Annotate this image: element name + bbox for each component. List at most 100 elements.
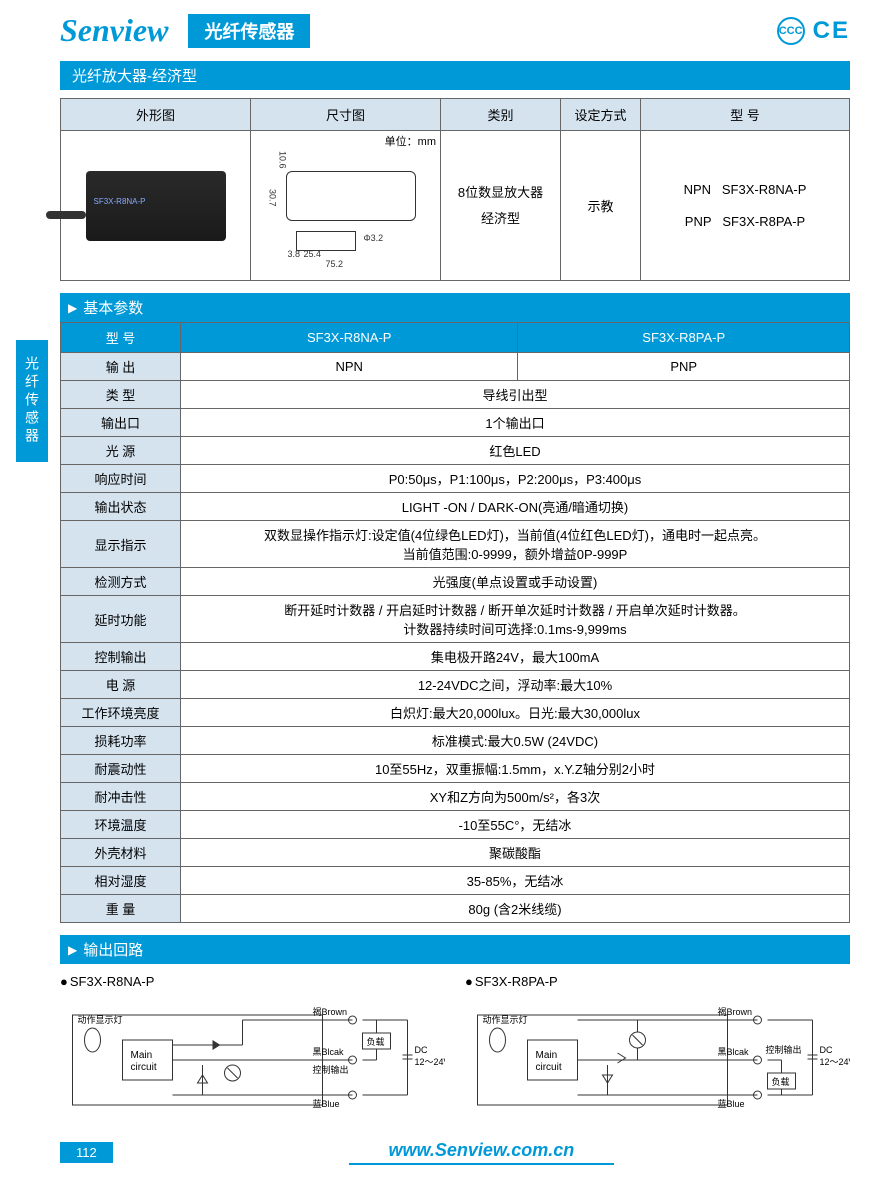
spec-label: 损耗功率 [61,727,181,755]
spec-label: 耐震动性 [61,755,181,783]
spec-value: 断开延时计数器 / 开启延时计数器 / 断开单次延时计数器 / 开启单次延时计数… [181,596,850,643]
page-header: Senview 光纤传感器 CCC CE [0,0,880,57]
circuit-section-title: 输出回路 [60,935,850,964]
spec-label: 显示指示 [61,521,181,568]
col-header: 尺寸图 [251,99,441,131]
spec-row: 响应时间P0:50μs，P1:100μs，P2:200μs，P3:400μs [61,465,850,493]
circuit-title: SF3X-R8NA-P [60,974,445,989]
spec-value: 双数显操作指示灯:设定值(4位绿色LED灯)，当前值(4位红色LED灯)，通电时… [181,521,850,568]
spec-label: 控制输出 [61,643,181,671]
spec-value: P0:50μs，P1:100μs，P2:200μs，P3:400μs [181,465,850,493]
spec-value: 白炽灯:最大20,000lux。日光:最大30,000lux [181,699,850,727]
svg-text:12～24V: 12～24V [415,1057,446,1067]
spec-row: 检测方式光强度(单点设置或手动设置) [61,568,850,596]
side-tab: 光纤传感器 [16,340,48,462]
svg-text:circuit: circuit [536,1062,562,1073]
product-photo: SF3X-R8NA-P [86,171,226,241]
header-title: 光纤传感器 [188,14,310,48]
spec-row: 相对湿度35-85%，无结冰 [61,867,850,895]
spec-label: 输出状态 [61,493,181,521]
svg-text:负载: 负载 [367,1036,385,1047]
spec-label: 光 源 [61,437,181,465]
subtitle: 光纤放大器-经济型 [60,61,850,90]
model-cell: NPN SF3X-R8NA-P PNP SF3X-R8PA-P [641,131,850,281]
spec-row: 光 源红色LED [61,437,850,465]
spec-label: 类 型 [61,381,181,409]
svg-text:Main: Main [131,1050,153,1061]
cert-icons: CCC CE [777,17,850,45]
svg-text:控制输出: 控制输出 [313,1064,349,1075]
svg-text:动作显示灯: 动作显示灯 [483,1014,528,1025]
spec-label: 耐冲击性 [61,783,181,811]
spec-value: 35-85%，无结冰 [181,867,850,895]
spec-section-title: 基本参数 [60,293,850,322]
circuit-pnp: SF3X-R8PA-P Maincircuit 动作显示灯 褐Brown 黑Bl… [465,974,850,1120]
spec-row: 工作环境亮度白炽灯:最大20,000lux。日光:最大30,000lux [61,699,850,727]
spec-value: 标准模式:最大0.5W (24VDC) [181,727,850,755]
spec-table: 型 号 SF3X-R8NA-P SF3X-R8PA-P 输 出NPNPNP类 型… [60,322,850,923]
svg-text:黑Blcak: 黑Blcak [313,1047,345,1057]
spec-row: 损耗功率标准模式:最大0.5W (24VDC) [61,727,850,755]
spec-value: 光强度(单点设置或手动设置) [181,568,850,596]
spec-label: 相对湿度 [61,867,181,895]
spec-label: 重 量 [61,895,181,923]
spec-row: 输出口1个输出口 [61,409,850,437]
svg-text:Main: Main [536,1050,558,1061]
svg-text:蓝Blue: 蓝Blue [313,1098,340,1109]
ccc-icon: CCC [777,17,805,45]
table-header-row: 外形图 尺寸图 类别 设定方式 型 号 [61,99,850,131]
svg-text:蓝Blue: 蓝Blue [718,1098,745,1109]
circuit-diagram-pnp: Maincircuit 动作显示灯 褐Brown 黑Blcak控制输出 蓝Blu… [465,995,850,1115]
svg-text:负载: 负载 [772,1076,790,1087]
spec-value: 12-24VDC之间，浮动率:最大10% [181,671,850,699]
circuits-row: SF3X-R8NA-P Maincircuit 动作显示灯 褐Brown 黑Bl… [60,974,850,1120]
circuit-diagram-npn: Maincircuit 动作显示灯 褐Brown 黑Blcak 控制输出 蓝Bl… [60,995,445,1115]
circuit-title: SF3X-R8PA-P [465,974,850,989]
spec-row: 重 量80g (含2米线缆) [61,895,850,923]
footer-url: www.Senview.com.cn [349,1140,615,1165]
spec-value: 导线引出型 [181,381,850,409]
svg-text:黑Blcak: 黑Blcak [718,1047,750,1057]
category-cell: 8位数显放大器 经济型 [441,131,561,281]
spec-row: 电 源12-24VDC之间，浮动率:最大10% [61,671,850,699]
spec-label: 电 源 [61,671,181,699]
spec-label: 型 号 [61,323,181,353]
spec-label: 输 出 [61,353,181,381]
spec-value: 1个输出口 [181,409,850,437]
svg-text:circuit: circuit [131,1062,157,1073]
col-header: 型 号 [641,99,850,131]
svg-text:褐Brown: 褐Brown [313,1007,348,1017]
dimension-drawing: 75.2 25.4 3.8 30.7 10.6 Φ3.2 [266,141,426,271]
spec-row: 外壳材料聚碳酸酯 [61,839,850,867]
spec-row: 延时功能断开延时计数器 / 开启延时计数器 / 断开单次延时计数器 / 开启单次… [61,596,850,643]
spec-row: 耐冲击性XY和Z方向为500m/s²，各3次 [61,783,850,811]
spec-row: 耐震动性10至55Hz，双重振幅:1.5mm，x.Y.Z轴分别2小时 [61,755,850,783]
dimension-cell: 单位：mm 75.2 25.4 3.8 30.7 10.6 Φ3.2 [251,131,441,281]
spec-label: 输出口 [61,409,181,437]
spec-label: 环境温度 [61,811,181,839]
svg-text:12～24V: 12～24V [820,1057,851,1067]
spec-value: PNP [518,353,850,381]
spec-row: 控制输出集电极开路24V，最大100mA [61,643,850,671]
circuit-npn: SF3X-R8NA-P Maincircuit 动作显示灯 褐Brown 黑Bl… [60,974,445,1120]
spec-label: 工作环境亮度 [61,699,181,727]
spec-row: 显示指示双数显操作指示灯:设定值(4位绿色LED灯)，当前值(4位红色LED灯)… [61,521,850,568]
spec-value: 10至55Hz，双重振幅:1.5mm，x.Y.Z轴分别2小时 [181,755,850,783]
setting-cell: 示教 [561,131,641,281]
svg-text:褐Brown: 褐Brown [718,1007,753,1017]
spec-row: 类 型导线引出型 [61,381,850,409]
spec-col2: SF3X-R8PA-P [518,323,850,353]
svg-text:动作显示灯: 动作显示灯 [78,1014,123,1025]
col-header: 类别 [441,99,561,131]
spec-label: 延时功能 [61,596,181,643]
spec-label: 检测方式 [61,568,181,596]
product-photo-cell: SF3X-R8NA-P [61,131,251,281]
spec-header-row: 型 号 SF3X-R8NA-P SF3X-R8PA-P [61,323,850,353]
spec-value: LIGHT -ON / DARK-ON(亮通/暗通切换) [181,493,850,521]
spec-value: 聚碳酸酯 [181,839,850,867]
product-table: 外形图 尺寸图 类别 设定方式 型 号 SF3X-R8NA-P 单位：mm 75… [60,98,850,281]
col-header: 外形图 [61,99,251,131]
spec-value: XY和Z方向为500m/s²，各3次 [181,783,850,811]
svg-text:DC: DC [820,1045,833,1055]
spec-label: 响应时间 [61,465,181,493]
